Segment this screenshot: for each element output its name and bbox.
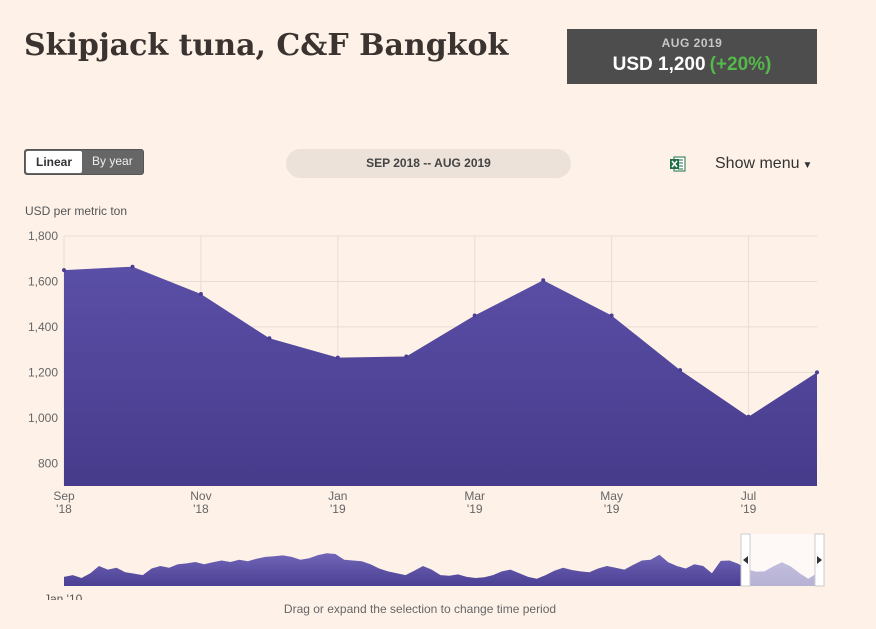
data-point[interactable]	[678, 368, 683, 373]
latest-price-line: USD 1,200 (+20%)	[567, 54, 817, 76]
data-point[interactable]	[404, 354, 409, 359]
latest-price-box: AUG 2019 USD 1,200 (+20%)	[567, 29, 817, 84]
show-menu-label: Show menu	[715, 155, 800, 172]
latest-price-date: AUG 2019	[661, 36, 723, 50]
x-tick-year: '18	[56, 502, 72, 516]
x-tick-month: Nov	[190, 489, 211, 503]
y-tick-label: 1,000	[28, 411, 58, 425]
toggle-by-year-button[interactable]: By year	[92, 154, 133, 168]
x-tick-year: '18	[193, 502, 209, 516]
x-tick-month: May	[600, 489, 623, 503]
data-point[interactable]	[62, 268, 66, 273]
data-point[interactable]	[815, 370, 819, 375]
x-tick-year: '19	[330, 502, 346, 516]
page-title: Skipjack tuna, C&F Bangkok	[24, 28, 509, 63]
chevron-right-icon	[817, 556, 822, 564]
navigator-area	[64, 553, 817, 586]
x-tick-year: '19	[467, 502, 483, 516]
y-tick-label: 800	[38, 456, 58, 470]
latest-price-value: USD 1,200	[612, 54, 706, 75]
data-point[interactable]	[609, 313, 614, 318]
chevron-left-icon	[743, 556, 748, 564]
toggle-linear-button[interactable]: Linear	[26, 151, 83, 173]
x-tick-month: Jul	[741, 489, 756, 503]
data-point[interactable]	[267, 336, 272, 341]
data-point[interactable]	[472, 313, 477, 318]
navigator-start-label: Jan '10	[44, 592, 83, 600]
data-point[interactable]	[541, 278, 546, 283]
x-tick-year: '19	[604, 502, 620, 516]
x-tick-month: Sep	[53, 489, 75, 503]
scale-toggle: Linear By year	[24, 149, 144, 175]
y-tick-label: 1,600	[28, 274, 58, 288]
y-tick-label: 1,200	[28, 365, 58, 379]
navigator-hint: Drag or expand the selection to change t…	[283, 602, 557, 616]
latest-price-change: (+20%)	[709, 54, 772, 75]
x-tick-year: '19	[741, 502, 757, 516]
date-range-display[interactable]: SEP 2018 -- AUG 2019	[286, 149, 571, 178]
x-tick-month: Mar	[464, 489, 485, 503]
data-point[interactable]	[335, 355, 340, 360]
time-navigator[interactable]: Jan '10	[0, 530, 876, 600]
caret-down-icon: ▼	[802, 160, 813, 171]
y-tick-label: 1,800	[28, 229, 58, 243]
y-axis-label: USD per metric ton	[25, 204, 128, 218]
y-axis-ticks: 800 1,000 1,200 1,400 1,600 1,800	[28, 229, 58, 470]
area-series	[62, 264, 819, 486]
data-point[interactable]	[746, 414, 751, 419]
excel-icon[interactable]	[670, 156, 686, 172]
area-fill	[64, 266, 817, 486]
y-tick-label: 1,400	[28, 320, 58, 334]
show-menu-button[interactable]: Show menu ▼	[715, 155, 812, 173]
navigator-selection[interactable]	[750, 534, 815, 586]
data-point[interactable]	[130, 264, 135, 269]
x-tick-month: Jan	[328, 489, 347, 503]
data-point[interactable]	[198, 292, 203, 296]
